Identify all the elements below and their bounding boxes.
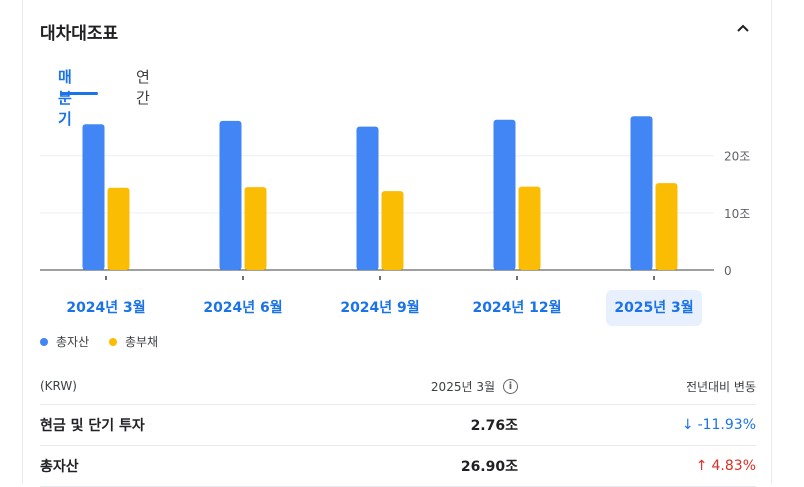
row-change: ↓ -11.93% [682, 405, 756, 445]
row-value: 2.76조 [470, 418, 518, 434]
row-label: 총자산 [40, 459, 79, 475]
row-change-value: 4.83% [711, 458, 756, 474]
bar-total-liabilities [655, 183, 678, 270]
bar-total-liabilities [244, 187, 267, 270]
y-tick-label: 0 [724, 264, 732, 278]
balance-sheet-card [22, 0, 772, 484]
change-header: 전년대비 변동 [685, 379, 756, 394]
bar-total-assets [630, 116, 653, 271]
period-button[interactable]: 2024년 12월 [472, 300, 562, 316]
table-row: 현금 및 단기 투자 2.76조 ↓ -11.93% [40, 405, 756, 446]
arrow-down-icon: ↓ [681, 417, 694, 433]
legend-label-liabilities: 총부채 [124, 335, 159, 349]
legend-label-assets: 총자산 [56, 335, 90, 349]
active-tab-indicator [60, 92, 98, 95]
arrow-up-icon: ↑ [695, 458, 708, 474]
row-value: 26.90조 [460, 459, 518, 475]
period-header-label: 2025년 3월 [430, 379, 495, 394]
y-tick-label: 10조 [724, 207, 750, 221]
bar-total-assets [493, 119, 516, 270]
legend-item-liabilities: 총부채 [108, 333, 159, 350]
legend-dot-assets [40, 337, 48, 346]
bar-total-liabilities [107, 187, 130, 270]
table-header-row: (KRW) 2025년 3월 i 전년대비 변동 [40, 368, 756, 405]
bar-total-liabilities [518, 186, 541, 270]
balance-sheet-table: (KRW) 2025년 3월 i 전년대비 변동 현금 및 단기 투자 2.76… [40, 368, 756, 487]
period-header: 2025년 3월 i [431, 368, 518, 404]
bar-total-assets [82, 124, 105, 271]
row-change-value: -11.93% [697, 417, 756, 433]
table-row: 총자산 26.90조 ↑ 4.83% [40, 446, 756, 487]
chart-legend: 총자산 총부채 [40, 333, 174, 350]
tab-annual[interactable]: 연간 [136, 68, 150, 107]
info-icon[interactable]: i [503, 378, 518, 394]
legend-dot-liabilities [108, 337, 117, 346]
balance-sheet-chart: 0 10조 20조 [40, 116, 750, 280]
bar-total-liabilities [381, 191, 404, 270]
row-change: ↑ 4.83% [696, 446, 756, 486]
period-button[interactable]: 2024년 6월 [203, 300, 283, 316]
legend-item-assets: 총자산 [40, 333, 89, 350]
unit-header: (KRW) [40, 379, 77, 393]
bar-total-assets [219, 120, 242, 270]
chevron-up-icon[interactable] [732, 18, 754, 40]
bar-total-assets [356, 126, 379, 270]
row-label: 현금 및 단기 투자 [40, 418, 145, 434]
y-tick-label: 20조 [724, 150, 750, 164]
card-title: 대차대조표 [40, 24, 119, 44]
period-button[interactable]: 2025년 3월 [606, 290, 702, 326]
period-button[interactable]: 2024년 9월 [340, 300, 420, 316]
period-button[interactable]: 2024년 3월 [66, 300, 146, 316]
